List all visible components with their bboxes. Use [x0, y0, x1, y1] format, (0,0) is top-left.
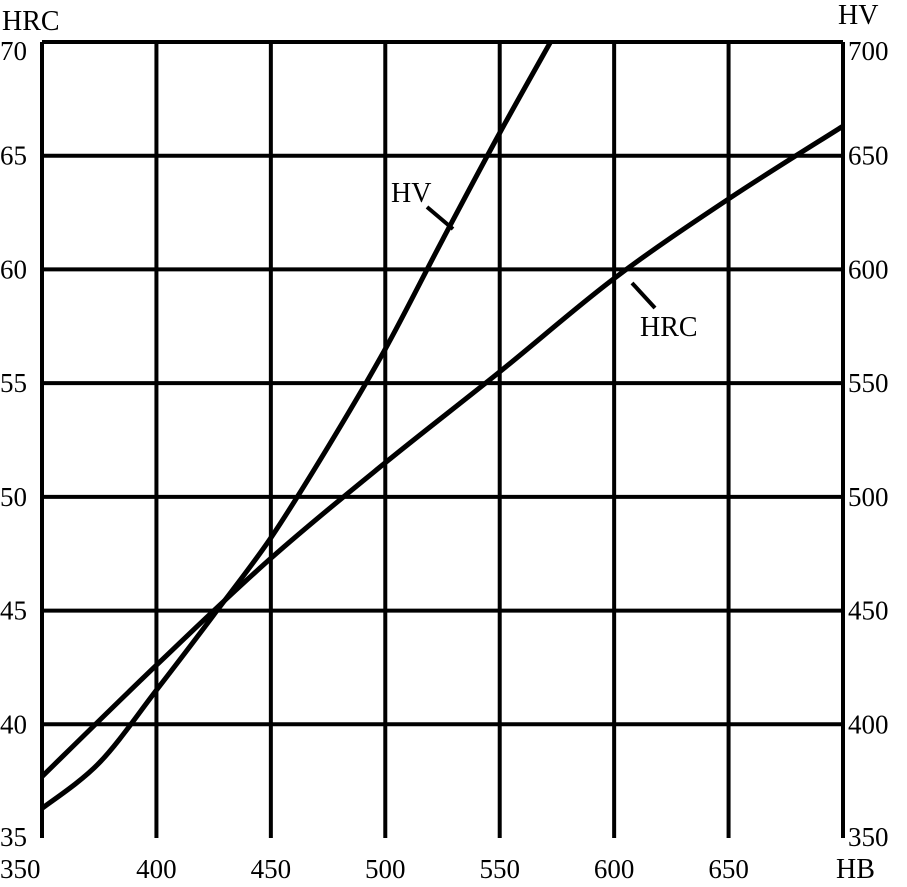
y-right-tick-label: 700: [848, 36, 889, 66]
x-tick-label: 500: [365, 854, 406, 882]
x-tick-label: 600: [594, 854, 635, 882]
y-right-tick-label: 400: [848, 709, 889, 739]
y-axis-left-title: HRC: [2, 6, 60, 37]
y-left-tick-label: 70: [0, 36, 27, 66]
y-left-tick-label: 50: [0, 482, 27, 512]
series-leaders: [425, 205, 657, 310]
y-right-tick-label: 350: [848, 822, 889, 852]
y-right-tick-label: 550: [848, 368, 889, 398]
series-line-hv: [42, 40, 555, 811]
x-axis-title: HB: [836, 854, 875, 882]
leader-line-hrc: [630, 281, 657, 310]
x-tick-label: 650: [708, 854, 749, 882]
x-tick-label: 350: [0, 854, 41, 882]
y-left-tick-label: 55: [0, 368, 27, 398]
y-axis-right-title: HV: [838, 0, 878, 31]
y-left-tick-label: 65: [0, 141, 27, 171]
series-label-hv: HV: [391, 178, 431, 209]
y-right-tick-label: 650: [848, 141, 889, 171]
y-left-tick-label: 35: [0, 822, 27, 852]
x-tick-label: 550: [479, 854, 520, 882]
y-left-tick-label: 60: [0, 254, 27, 284]
x-tick-label: 450: [251, 854, 292, 882]
y-right-tick-label: 500: [848, 482, 889, 512]
y-right-tick-label: 600: [848, 254, 889, 284]
tick-labels: 350 400 450 500 550 600 650 35 40 45 50 55 60 65 70 350…: [0, 36, 889, 884]
leader-line-hv: [425, 205, 455, 231]
series-layer: [42, 40, 843, 811]
y-left-tick-label: 45: [0, 596, 27, 626]
x-tick-label: 400: [136, 854, 177, 882]
series-label-hrc: HRC: [640, 312, 698, 343]
y-right-tick-label: 450: [848, 596, 889, 626]
grid: [40, 40, 845, 838]
y-left-tick-label: 40: [0, 709, 27, 739]
series-line-hrc: [42, 123, 843, 780]
